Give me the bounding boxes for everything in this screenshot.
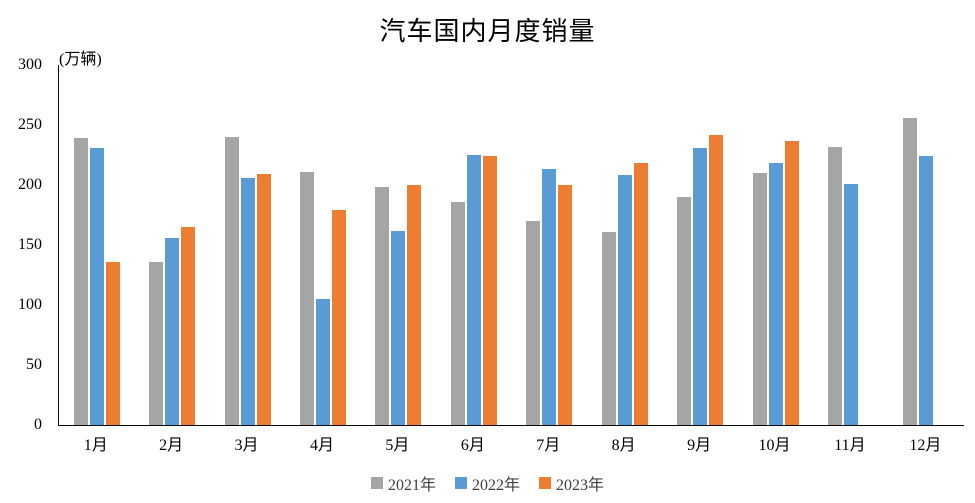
bar-group-m6 [436,65,511,425]
bar-s1-m3 [240,178,255,425]
bar-s2-m2 [181,227,196,425]
x-axis-label-m10: 10月 [758,437,791,454]
legend-item-s2: 2023年 [539,471,604,495]
bar-s1-m11 [843,184,858,425]
legend-item-s0: 2021年 [370,471,436,495]
bar-s0-m7 [526,221,541,425]
bar-s0-m4 [299,172,314,425]
bar-s2-m4 [331,210,346,425]
bar-s1-m10 [768,163,783,425]
chart-title: 汽车国内月度销量 [379,17,596,46]
bar-s2-m7 [558,185,573,425]
legend-label: 2023年 [556,477,605,494]
bar-s0-m8 [601,232,616,425]
bar-s1-m7 [542,169,557,425]
bar-group-m11 [813,65,888,425]
bar-group-m9 [662,65,737,425]
bar-s0-m5 [375,187,390,425]
bar-s2-m9 [709,135,724,425]
bar-s1-m8 [617,175,632,425]
bar-group-m3 [210,65,285,425]
bar-s2-m6 [482,156,497,425]
plot-area [58,65,964,426]
x-axis-label-m7: 7月 [536,437,561,454]
x-axis-label-m12: 12月 [909,437,942,454]
x-axis-label-m8: 8月 [611,437,636,454]
x-axis-label-m1: 1月 [83,437,108,454]
legend-label: 2021年 [387,477,436,494]
y-tick-label: 50 [26,356,42,373]
legend-label: 2022年 [471,477,520,494]
y-axis-unit-label: (万辆) [59,51,102,68]
bar-s1-m9 [693,148,708,425]
y-tick-label: 300 [18,56,42,73]
bar-s1-m12 [919,156,934,425]
bar-s0-m12 [903,118,918,425]
bar-s1-m4 [315,299,330,425]
y-tick-label: 100 [18,296,42,313]
bar-group-m1 [59,65,134,425]
bar-s2-m5 [407,185,422,425]
bar-s1-m1 [89,148,104,425]
legend: 2021年 2022年 2023年 [0,471,975,495]
y-tick-label: 0 [34,416,42,433]
bar-s1-m6 [466,155,481,425]
x-axis-label-m11: 11月 [834,437,866,454]
bar-s2-m8 [633,163,648,425]
bar-group-m2 [134,65,209,425]
x-axis-label-m2: 2月 [159,437,184,454]
bar-s1-m5 [391,231,406,425]
bar-s0-m3 [224,137,239,425]
legend-item-s1: 2022年 [454,471,520,495]
bar-group-m7 [512,65,587,425]
x-axis-label-m4: 4月 [309,437,334,454]
bar-group-m10 [738,65,813,425]
x-axis-label-m3: 3月 [234,437,259,454]
x-axis-labels: 1月 2月 3月 4月 5月 6月 7月 8月 9月 10月 11月 12月 [58,431,963,455]
x-axis-label-m6: 6月 [460,437,485,454]
x-axis-label-m9: 9月 [687,437,712,454]
bar-s2-m1 [105,262,120,425]
legend-swatch-icon [370,477,383,489]
bar-s2-m10 [784,141,799,425]
bar-s0-m11 [827,147,842,425]
bar-group-m12 [889,65,964,425]
y-tick-label: 150 [18,236,42,253]
y-tick-label: 250 [18,116,42,133]
bar-s0-m2 [149,262,164,425]
bar-s1-m2 [165,238,180,425]
x-axis-label-m5: 5月 [385,437,410,454]
legend-swatch-icon [539,477,551,489]
bar-s0-m6 [450,202,465,425]
bar-group-m4 [285,65,360,425]
bar-s0-m1 [73,138,88,425]
legend-swatch-icon [454,477,467,489]
bar-s2-m3 [256,174,271,425]
y-tick-label: 200 [18,176,42,193]
bar-group-m8 [587,65,662,425]
bar-s0-m10 [752,173,767,425]
bar-group-m5 [361,65,436,425]
bar-s0-m9 [677,197,692,425]
